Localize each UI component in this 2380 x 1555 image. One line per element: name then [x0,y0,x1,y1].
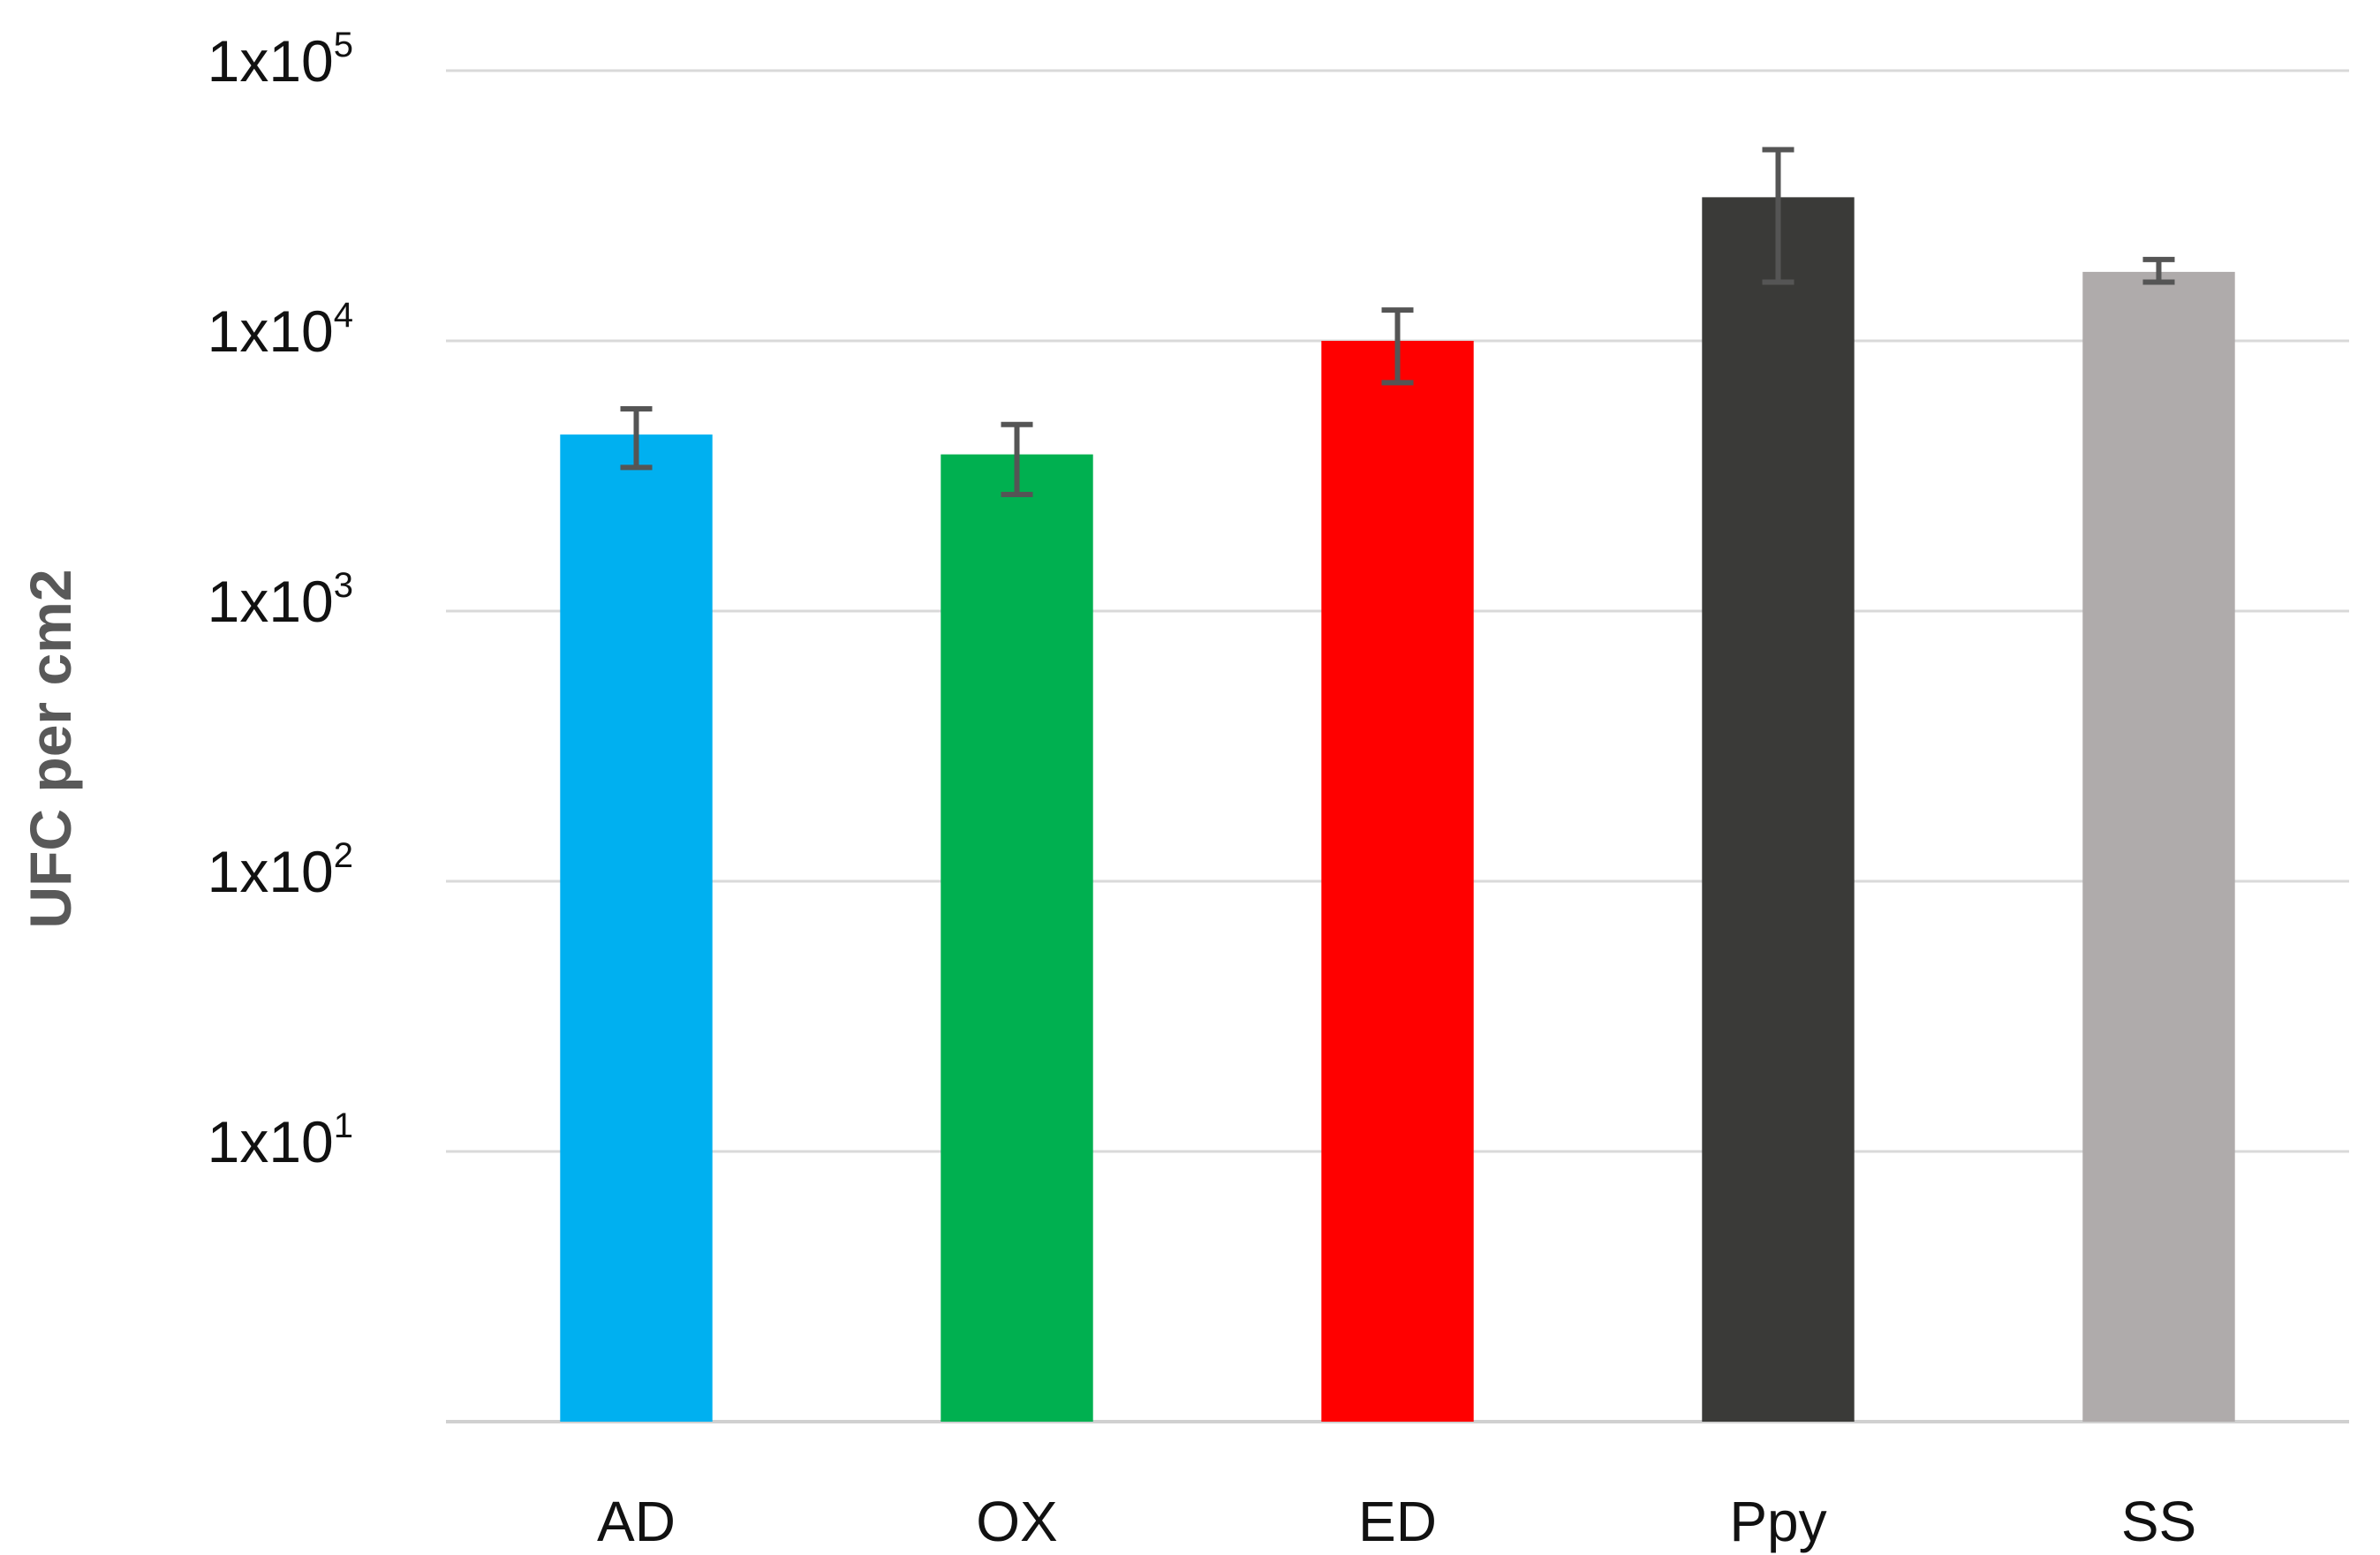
y-axis-title: UFC per cm2 [18,569,83,928]
y-tick-exponent: 1 [334,1106,353,1145]
x-tick-label-ox: OX [976,1490,1057,1553]
bar-ppy [1702,197,1855,1423]
y-tick-exponent: 4 [334,296,353,335]
y-tick-base: 1x10 [208,28,334,94]
y-tick-base: 1x10 [208,1109,334,1174]
error-bar-ed [1381,307,1414,386]
y-tick-exponent: 2 [334,836,353,875]
bar-ad [560,434,713,1423]
y-tick-label: 1x102 [208,836,353,904]
y-tick-label: 1x104 [208,296,353,364]
bar-ss [2082,271,2235,1423]
error-bar-ppy [1762,147,1794,285]
x-tick-label-ppy: Ppy [1729,1490,1826,1553]
y-tick-exponent: 3 [334,566,353,605]
x-tick-label-ss: SS [2121,1490,2196,1553]
y-tick-exponent: 5 [334,26,353,64]
bar-ed [1321,341,1474,1422]
x-tick-label-ad: AD [597,1490,676,1553]
y-tick-base: 1x10 [208,839,334,904]
bars [560,197,2235,1423]
x-tick-labels: AD OX ED Ppy SS [597,1490,2196,1553]
y-tick-label: 1x101 [208,1106,353,1174]
error-bar-ad [620,406,653,471]
error-bar-ox [1001,421,1033,498]
y-tick-base: 1x10 [208,569,334,634]
error-bars [620,147,2175,498]
y-tick-base: 1x10 [208,298,334,364]
bar-ox [941,454,1093,1423]
x-tick-label-ed: ED [1358,1490,1437,1553]
y-tick-label: 1x103 [208,566,353,634]
error-bar-ss [2142,256,2175,285]
y-tick-label: 1x105 [208,26,353,94]
